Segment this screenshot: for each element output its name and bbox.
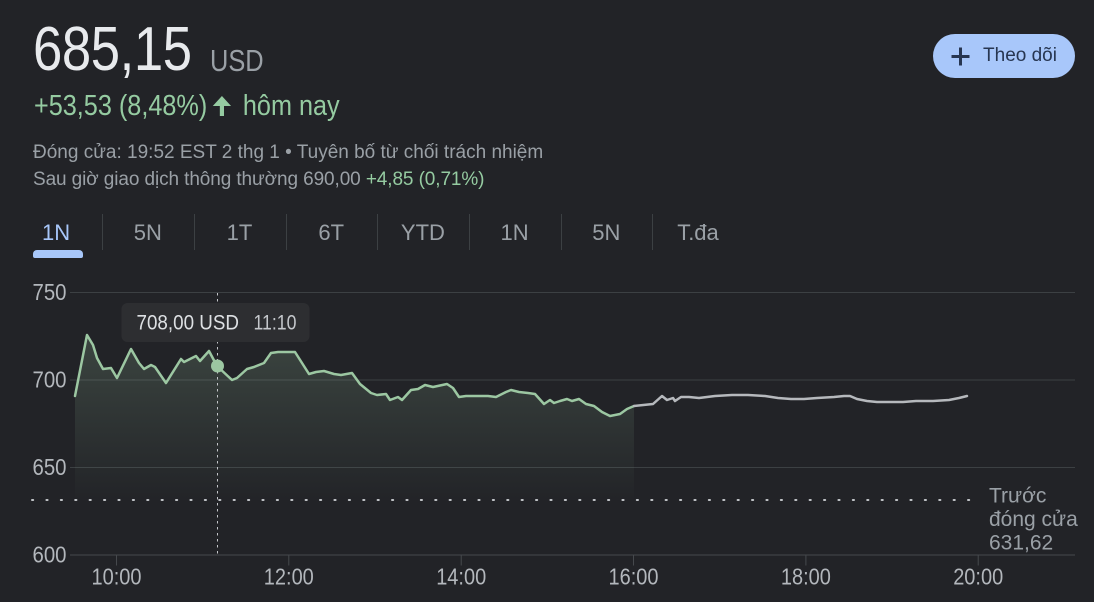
- svg-text:đóng cửa: đóng cửa: [989, 508, 1078, 531]
- svg-text:700: 700: [33, 366, 67, 392]
- svg-text:18:00: 18:00: [781, 564, 831, 590]
- svg-text:12:00: 12:00: [264, 564, 314, 590]
- svg-text:Trước: Trước: [989, 485, 1046, 508]
- svg-text:708,00 USD: 708,00 USD: [137, 311, 240, 335]
- svg-text:10:00: 10:00: [92, 564, 142, 590]
- svg-text:650: 650: [33, 454, 67, 480]
- svg-text:20:00: 20:00: [953, 564, 1003, 590]
- svg-text:16:00: 16:00: [609, 564, 659, 590]
- svg-text:750: 750: [33, 279, 67, 305]
- svg-text:600: 600: [33, 541, 67, 567]
- svg-text:14:00: 14:00: [436, 564, 486, 590]
- svg-text:631,62: 631,62: [989, 532, 1053, 555]
- svg-text:11:10: 11:10: [254, 311, 297, 335]
